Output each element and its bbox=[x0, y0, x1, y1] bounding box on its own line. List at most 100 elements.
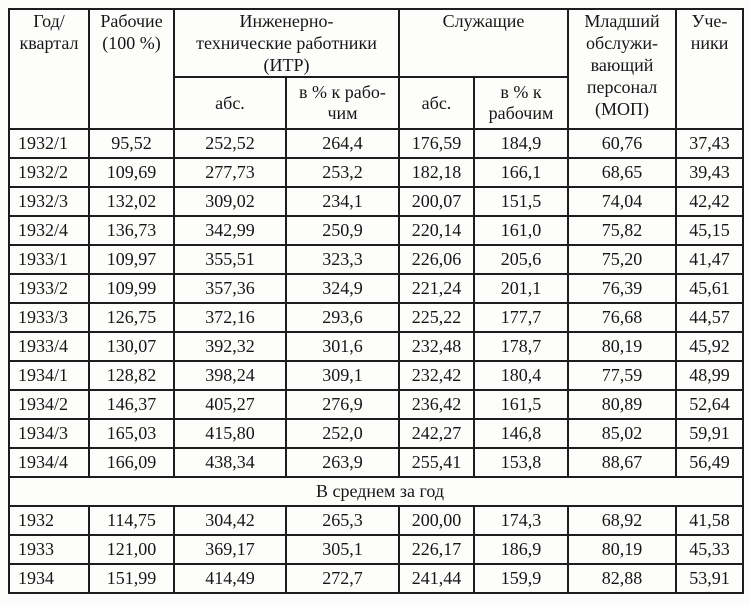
section-label: В среднем за год bbox=[7, 476, 745, 507]
value-cell: 200,07 bbox=[398, 186, 475, 217]
value-cell: 405,27 bbox=[173, 389, 287, 420]
year-quarter-cell: 1933/2 bbox=[8, 273, 90, 304]
header-itr-group: Инженерно- технические работники (ИТР) bbox=[173, 8, 400, 78]
value-cell: 242,27 bbox=[398, 418, 475, 449]
table-row: 1933/4 130,07 392,32 301,6 232,48 178,7 80,19 4… bbox=[8, 331, 745, 362]
value-cell: 205,6 bbox=[472, 244, 570, 275]
value-cell: 109,69 bbox=[88, 157, 175, 188]
value-cell: 95,52 bbox=[88, 128, 175, 159]
value-cell: 48,99 bbox=[675, 360, 745, 391]
value-cell: 114,75 bbox=[88, 505, 175, 536]
header-employees-group: Служащие bbox=[397, 8, 570, 78]
table-row: 1933/3 126,75 372,16 293,6 225,22 177,7 76,68 4… bbox=[8, 302, 745, 333]
value-cell: 45,33 bbox=[675, 534, 745, 565]
table-row: 1932/2 109,69 277,73 253,2 182,18 166,1 68,65 3… bbox=[8, 157, 745, 188]
value-cell: 304,42 bbox=[173, 505, 287, 536]
value-cell: 272,7 bbox=[285, 563, 400, 594]
table-row: 1934/3 165,03 415,80 252,0 242,27 146,8 85,02 5… bbox=[8, 418, 745, 449]
value-cell: 186,9 bbox=[472, 534, 570, 565]
value-cell: 146,8 bbox=[472, 418, 570, 449]
value-cell: 76,39 bbox=[567, 273, 678, 304]
value-cell: 151,99 bbox=[88, 563, 175, 594]
value-cell: 132,02 bbox=[88, 186, 175, 217]
table-row: 1933 121,00 369,17 305,1 226,17 186,9 80,19 45,… bbox=[8, 534, 745, 565]
year-quarter-cell: 1932/1 bbox=[8, 128, 90, 159]
value-cell: 177,7 bbox=[472, 302, 570, 333]
value-cell: 324,9 bbox=[285, 273, 400, 304]
value-cell: 88,67 bbox=[567, 447, 678, 478]
value-cell: 323,3 bbox=[285, 244, 400, 275]
header-workers: Рабочие (100 %) bbox=[88, 8, 175, 130]
value-cell: 232,42 bbox=[398, 360, 475, 391]
value-cell: 109,99 bbox=[88, 273, 175, 304]
value-cell: 180,4 bbox=[472, 360, 570, 391]
header-itr-pct: в % к рабо- чим bbox=[285, 76, 400, 130]
table-row: 1934/4 166,09 438,34 263,9 255,41 153,8 88,67 5… bbox=[8, 447, 745, 478]
value-cell: 182,18 bbox=[398, 157, 475, 188]
table-row: 1933/1 109,97 355,51 323,3 226,06 205,6 75,20 4… bbox=[8, 244, 745, 275]
year-quarter-cell: 1932/4 bbox=[8, 215, 90, 246]
year-quarter-cell: 1933/3 bbox=[8, 302, 90, 333]
year-quarter-cell: 1932 bbox=[8, 505, 90, 536]
value-cell: 161,5 bbox=[472, 389, 570, 420]
value-cell: 232,48 bbox=[398, 331, 475, 362]
year-quarter-cell: 1934 bbox=[8, 563, 90, 594]
value-cell: 165,03 bbox=[88, 418, 175, 449]
value-cell: 226,06 bbox=[398, 244, 475, 275]
value-cell: 42,42 bbox=[675, 186, 745, 217]
value-cell: 201,1 bbox=[472, 273, 570, 304]
table-row: 1932/1 95,52 252,52 264,4 176,59 184,9 60,76 37… bbox=[8, 128, 745, 159]
year-quarter-cell: 1934/4 bbox=[8, 447, 90, 478]
section-body: В среднем за год bbox=[7, 476, 745, 507]
value-cell: 200,00 bbox=[398, 505, 475, 536]
header-emp-abs: абс. bbox=[398, 76, 475, 130]
year-quarter-cell: 1933/1 bbox=[8, 244, 90, 275]
value-cell: 252,0 bbox=[285, 418, 400, 449]
value-cell: 77,59 bbox=[567, 360, 678, 391]
quarterly-data-body: 1932/1 95,52 252,52 264,4 176,59 184,9 60,76 37… bbox=[8, 128, 745, 478]
value-cell: 357,36 bbox=[173, 273, 287, 304]
value-cell: 166,1 bbox=[472, 157, 570, 188]
value-cell: 176,59 bbox=[398, 128, 475, 159]
value-cell: 252,52 bbox=[173, 128, 287, 159]
statistics-table: Год/ квартал Рабочие (100 %) Инженерно- … bbox=[7, 8, 745, 594]
value-cell: 41,47 bbox=[675, 244, 745, 275]
header-row-main: Год/ квартал Рабочие (100 %) Инженерно- … bbox=[8, 8, 745, 130]
value-cell: 151,5 bbox=[472, 186, 570, 217]
table-row: 1932/3 132,02 309,02 234,1 200,07 151,5 74,04 4… bbox=[8, 186, 745, 217]
header-apprentices: Уче- ники bbox=[675, 8, 745, 130]
table-row: 1934 151,99 414,49 272,7 241,44 159,9 82,88 53,… bbox=[8, 563, 745, 594]
value-cell: 253,2 bbox=[285, 157, 400, 188]
table-header: Год/ квартал Рабочие (100 %) Инженерно- … bbox=[8, 8, 745, 130]
value-cell: 121,00 bbox=[88, 534, 175, 565]
value-cell: 263,9 bbox=[285, 447, 400, 478]
header-mop: Младший обслужи- вающий персонал (МОП) bbox=[567, 8, 678, 130]
value-cell: 264,4 bbox=[285, 128, 400, 159]
value-cell: 52,64 bbox=[675, 389, 745, 420]
value-cell: 45,92 bbox=[675, 331, 745, 362]
table-row: 1934/2 146,37 405,27 276,9 236,42 161,5 80,89 5… bbox=[8, 389, 745, 420]
value-cell: 250,9 bbox=[285, 215, 400, 246]
value-cell: 41,58 bbox=[675, 505, 745, 536]
value-cell: 305,1 bbox=[285, 534, 400, 565]
year-quarter-cell: 1934/1 bbox=[8, 360, 90, 391]
table-row: 1932/4 136,73 342,99 250,9 220,14 161,0 75,82 4… bbox=[8, 215, 745, 246]
table-row: 1932 114,75 304,42 265,3 200,00 174,3 68,92 41,… bbox=[8, 505, 745, 536]
value-cell: 37,43 bbox=[675, 128, 745, 159]
value-cell: 184,9 bbox=[472, 128, 570, 159]
value-cell: 415,80 bbox=[173, 418, 287, 449]
value-cell: 136,73 bbox=[88, 215, 175, 246]
value-cell: 45,15 bbox=[675, 215, 745, 246]
value-cell: 236,42 bbox=[398, 389, 475, 420]
value-cell: 80,19 bbox=[567, 534, 678, 565]
value-cell: 126,75 bbox=[88, 302, 175, 333]
value-cell: 276,9 bbox=[285, 389, 400, 420]
value-cell: 355,51 bbox=[173, 244, 287, 275]
header-emp-pct: в % к рабочим bbox=[472, 76, 570, 130]
value-cell: 85,02 bbox=[567, 418, 678, 449]
table-row: 1934/1 128,82 398,24 309,1 232,42 180,4 77,59 4… bbox=[8, 360, 745, 391]
year-quarter-cell: 1934/3 bbox=[8, 418, 90, 449]
value-cell: 166,09 bbox=[88, 447, 175, 478]
value-cell: 130,07 bbox=[88, 331, 175, 362]
